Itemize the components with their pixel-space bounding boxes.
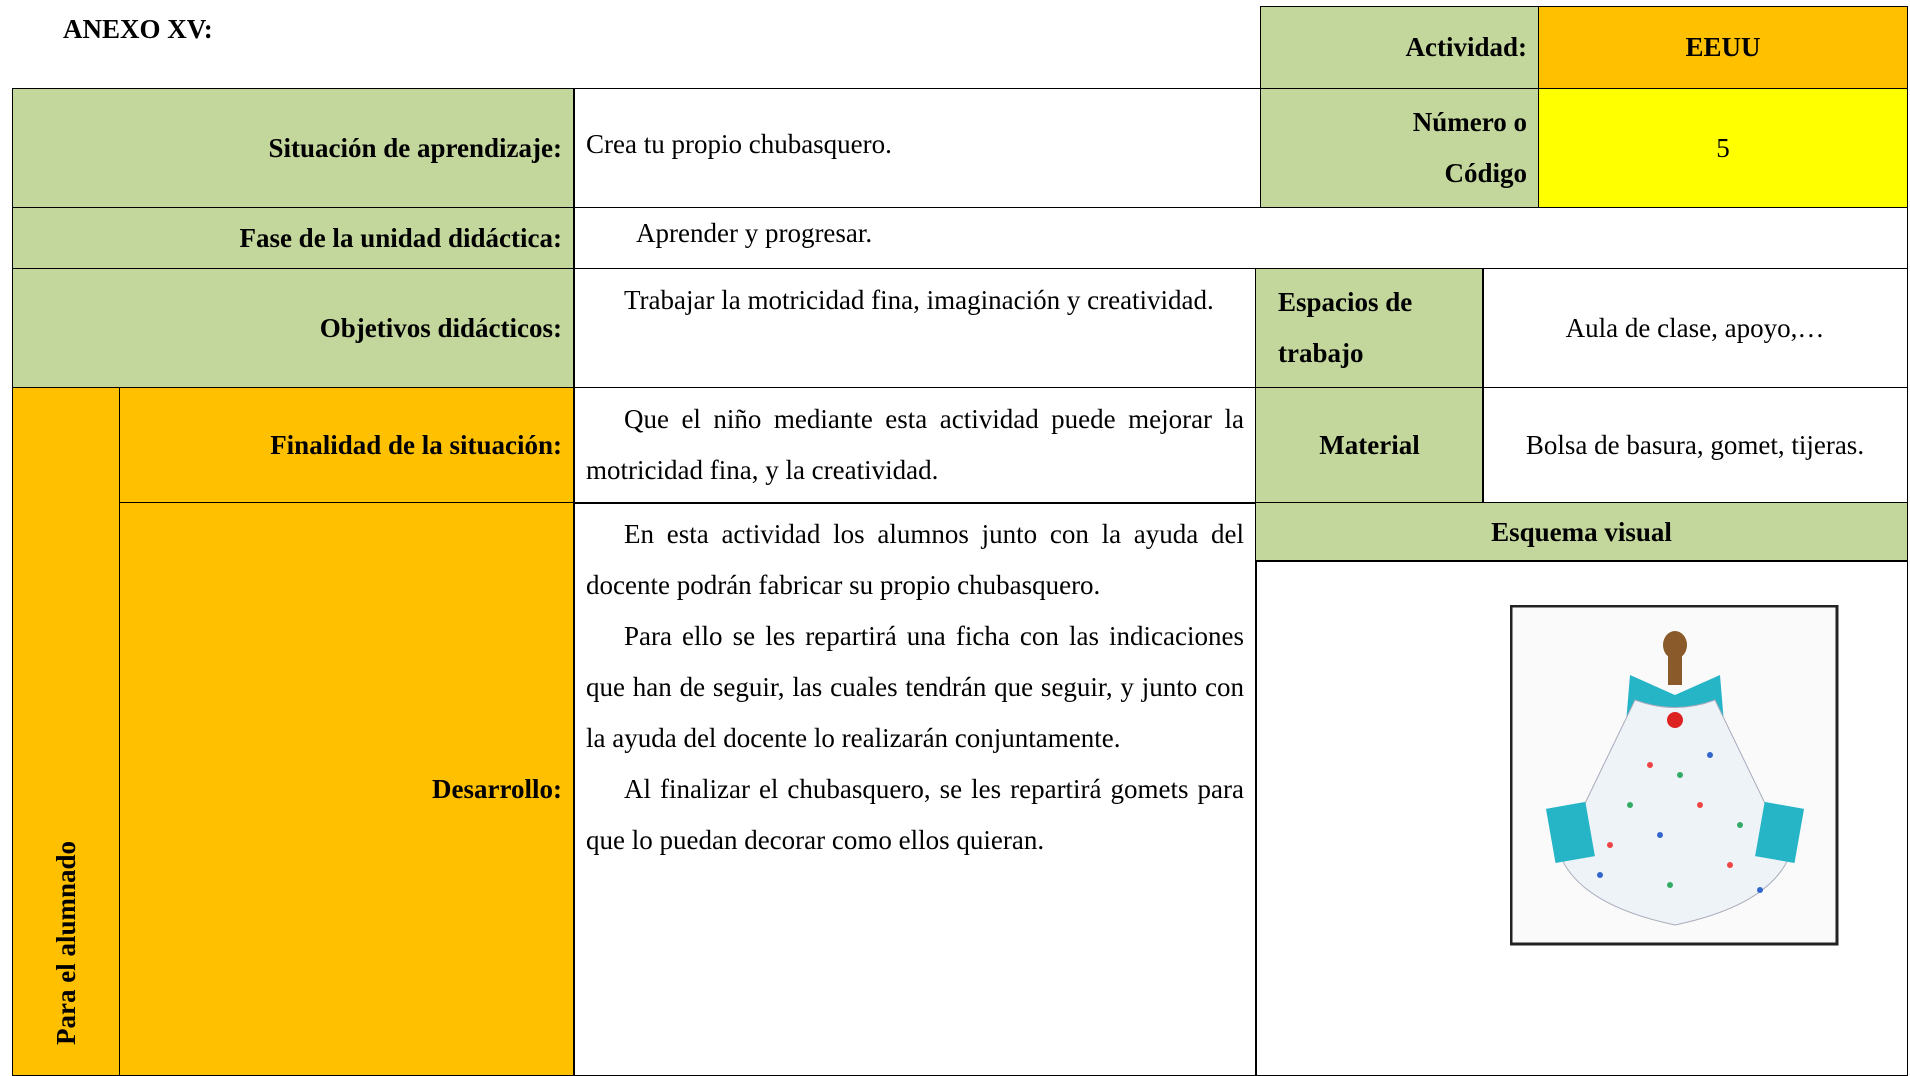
value: Aula de clase, apoyo,… [1482, 268, 1908, 388]
value: Crea tu propio chubasquero. [573, 88, 1262, 208]
label: Actividad: [1260, 6, 1540, 89]
image-cell [1255, 560, 1908, 1076]
label: Desarrollo: [119, 502, 575, 1076]
button [1667, 712, 1683, 728]
value: Bolsa de basura, gomet, tijeras. [1482, 387, 1908, 504]
paragraph: Para ello se les repartirá una ficha con… [586, 621, 1244, 753]
cuff [1545, 801, 1595, 864]
stand [1668, 655, 1682, 685]
label: Fase de la unidad didáctica: [12, 207, 575, 269]
label: Espacios de trabajo [1255, 268, 1484, 388]
label: Finalidad de la situación: [119, 387, 575, 504]
title: ANEXO XV: [63, 14, 213, 44]
raincoat-picture [1510, 605, 1839, 946]
paragraph: Al finalizar el chubasquero, se les repa… [586, 774, 1244, 855]
text: Trabajar la motricidad fina, imaginación… [624, 285, 1214, 315]
audience: Para el alumnado [12, 387, 121, 1076]
label: Número o Código [1260, 88, 1540, 208]
value: Aprender y progresar. [573, 207, 1908, 269]
value: Trabajar la motricidad fina, imaginación… [573, 268, 1257, 388]
value: EEUU [1538, 6, 1908, 89]
text: Para el alumnado [51, 840, 81, 1045]
label: Esquema visual [1255, 502, 1908, 562]
text: Que el niño mediante esta actividad pued… [586, 404, 1244, 485]
cuff [1755, 801, 1805, 864]
stand [1663, 631, 1687, 659]
value: 5 [1538, 88, 1908, 208]
label: Material [1255, 387, 1484, 504]
value: Que el niño mediante esta actividad pued… [573, 387, 1257, 504]
label: Situación de aprendizaje: [12, 88, 575, 208]
label: Objetivos didácticos: [12, 268, 575, 388]
paragraph: En esta actividad los alumnos junto con … [586, 519, 1244, 600]
value: En esta actividad los alumnos junto con … [573, 502, 1257, 1076]
cape [1559, 699, 1791, 926]
